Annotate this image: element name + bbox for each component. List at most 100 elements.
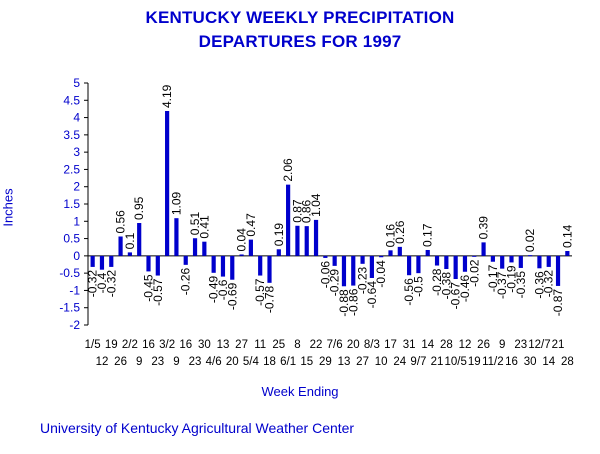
data-label: -0.06	[318, 261, 332, 289]
x-tick-label: 21	[552, 339, 565, 351]
bar	[183, 255, 188, 265]
x-tick-label: 7/6	[327, 339, 343, 351]
x-tick-label: 24	[393, 356, 406, 368]
data-label: -0.46	[458, 274, 472, 302]
x-tick-label: 26	[114, 356, 127, 368]
data-label: -0.23	[356, 266, 370, 294]
bar	[248, 239, 253, 256]
bar	[313, 219, 319, 256]
bar	[500, 255, 505, 269]
y-tick-label: 4	[73, 111, 80, 125]
x-tick-label: 23	[189, 356, 202, 368]
data-label: 0.51	[188, 212, 202, 236]
bar	[155, 255, 160, 276]
x-tick-label: 28	[440, 339, 453, 351]
bar	[276, 249, 281, 256]
data-label: 0.95	[132, 196, 146, 220]
x-tick-label: 8	[294, 339, 300, 351]
data-label: -0.17	[486, 264, 500, 292]
x-tick-label: 22	[310, 339, 323, 351]
data-label: 0.02	[523, 228, 537, 252]
x-tick-label: 2/2	[122, 339, 138, 351]
x-tick-label: 3/2	[159, 339, 175, 351]
bar	[220, 255, 226, 277]
data-label: 2.06	[281, 158, 295, 182]
x-tick-label: 8/3	[364, 339, 380, 351]
x-tick-label: 27	[235, 339, 248, 351]
bar	[481, 242, 486, 256]
bar	[341, 255, 347, 287]
data-label: -0.86	[346, 288, 360, 316]
bar	[295, 225, 300, 256]
x-tick-label: 17	[384, 339, 397, 351]
x-tick-label: 14	[421, 339, 434, 351]
data-label: -0.02	[467, 259, 481, 287]
x-axis-label: Week Ending	[261, 384, 339, 399]
data-label: 0.19	[272, 223, 286, 247]
bar	[109, 255, 114, 267]
x-tick-label: 20	[347, 339, 360, 351]
bar	[379, 255, 384, 258]
bar	[537, 255, 542, 269]
data-label: -0.6	[216, 279, 230, 300]
x-tick-label: 25	[272, 339, 285, 351]
data-label: 0.17	[421, 223, 435, 247]
bar	[239, 254, 244, 256]
bar	[137, 223, 142, 256]
bar	[351, 255, 356, 286]
data-label: 0.87	[290, 199, 304, 223]
bar	[546, 255, 551, 267]
data-label: 0.41	[197, 215, 211, 239]
bar	[118, 236, 123, 256]
data-label: -0.32	[104, 270, 118, 298]
data-label: -0.35	[514, 271, 528, 299]
data-label: 1.09	[169, 191, 183, 215]
x-tick-label: 14	[542, 356, 555, 368]
data-label: -0.04	[374, 260, 388, 288]
bar	[127, 252, 132, 256]
data-label: -0.45	[142, 274, 156, 302]
footer-credit: University of Kentucky Agricultural Weat…	[40, 420, 355, 436]
y-axis-label: Inches	[0, 188, 16, 227]
data-label: -0.49	[207, 275, 221, 303]
bar	[397, 246, 402, 256]
bar	[90, 255, 95, 267]
y-tick-label: 2	[73, 180, 80, 194]
data-label: -0.26	[179, 268, 193, 296]
data-label: 0.39	[477, 216, 491, 240]
bar	[332, 255, 337, 266]
data-label: -0.87	[551, 289, 565, 317]
data-label: 0.56	[114, 210, 128, 234]
x-tick-label: 9	[173, 356, 179, 368]
bar	[369, 255, 374, 278]
bar	[528, 255, 533, 257]
bar	[211, 255, 216, 273]
y-tick-label: -1.5	[59, 301, 80, 315]
data-label: -0.4	[95, 272, 109, 293]
data-label: -0.28	[430, 268, 444, 296]
data-label: 0.1	[123, 232, 137, 249]
y-tick-label: 4.5	[63, 93, 80, 107]
x-tick-label: 16	[179, 339, 192, 351]
y-tick-label: 1.5	[63, 197, 80, 211]
chart-title-line-2: DEPARTURES FOR 1997	[198, 32, 402, 51]
x-tick-label: 30	[198, 339, 211, 351]
x-tick-label: 19	[468, 356, 481, 368]
bar	[416, 255, 421, 274]
data-label: -0.37	[495, 271, 509, 299]
bar	[407, 255, 412, 276]
x-tick-label: 10/5	[444, 356, 466, 368]
bar	[444, 255, 449, 269]
bar	[267, 255, 272, 283]
data-label: -0.69	[225, 282, 239, 310]
y-tick-label: 3.5	[63, 128, 80, 142]
x-tick-label: 29	[319, 356, 332, 368]
x-tick-label: 4/6	[206, 356, 222, 368]
data-label: -0.57	[253, 278, 267, 306]
bar	[165, 111, 170, 256]
data-label: 0.26	[393, 220, 407, 244]
bar	[146, 255, 151, 272]
x-tick-label: 9	[136, 356, 142, 368]
x-tick-label: 26	[477, 339, 490, 351]
